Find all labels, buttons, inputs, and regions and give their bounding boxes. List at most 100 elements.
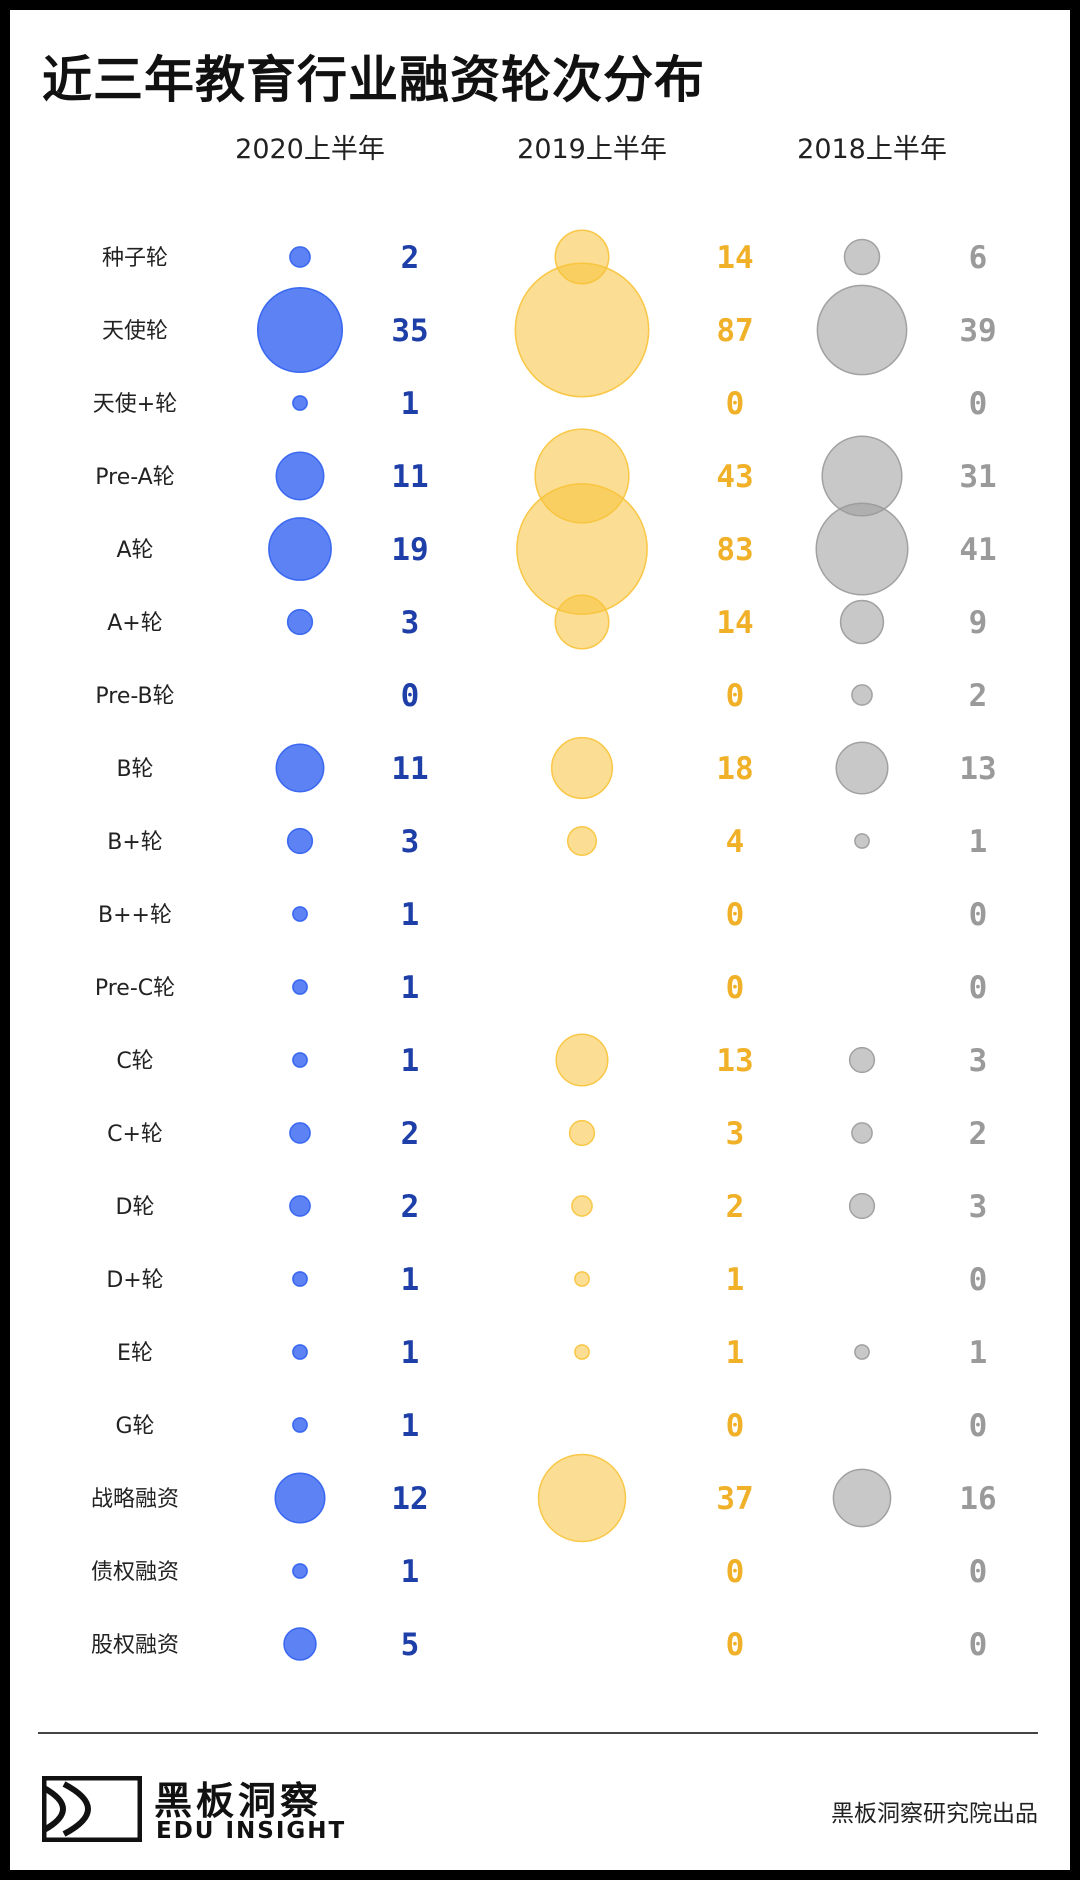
value-label: 0 [726,970,745,1006]
value-label: 3 [401,605,420,641]
value-label: 31 [959,459,996,495]
bubble-mark [275,743,325,793]
bubble-mark [550,736,614,800]
bubble-mark [566,825,598,857]
bubble-mark [815,502,909,596]
bubble-mark [555,1033,609,1087]
bubble-mark [851,1122,873,1144]
bubble-mark [816,284,908,376]
bubble-mark [835,741,889,795]
value-label: 11 [391,751,428,787]
bubble-mark [848,1192,876,1220]
value-label: 1 [726,1335,745,1371]
bubble-mark [292,395,308,411]
bubble-layer [256,229,909,1661]
value-label: 1 [969,824,988,860]
value-label: 41 [959,532,996,568]
value-label: 12 [391,1481,428,1517]
bubble-mark [832,1468,892,1528]
bubble-mark [554,594,610,650]
credit-text: 黑板洞察研究院出品 [831,1801,1038,1827]
value-label: 0 [969,1554,988,1590]
value-label: 1 [401,386,420,422]
value-label: 5 [401,1627,420,1663]
value-label: 1 [401,1408,420,1444]
value-label: 0 [726,386,745,422]
bubble-mark [256,286,344,374]
category-label: 债权融资 [91,1560,179,1585]
value-label: 2 [969,1116,988,1152]
value-label: 1 [401,897,420,933]
category-label: C+轮 [107,1122,163,1147]
value-label: 1 [401,1043,420,1079]
value-label: 0 [726,897,745,933]
logo-text-cn: 黑板洞察 [154,1779,323,1823]
value-label: 2 [401,1116,420,1152]
category-label: D轮 [116,1195,155,1220]
bubble-mark [286,608,314,636]
value-label: 1 [401,1262,420,1298]
bubble-mark [568,1119,596,1147]
value-label: 1 [401,1554,420,1590]
column-header-2: 2018上半年 [797,134,947,165]
value-label: 13 [959,751,996,787]
value-label: 1 [401,970,420,1006]
bubble-mark [283,1627,317,1661]
value-label: 3 [969,1043,988,1079]
bubble-mark [292,1271,308,1287]
column-header-0: 2020上半年 [235,134,385,165]
bubble-mark [292,1052,308,1068]
bubble-mark [275,451,325,501]
value-label: 0 [969,386,988,422]
bubble-mark [514,262,650,398]
category-label: 战略融资 [91,1487,179,1512]
value-label: 0 [969,970,988,1006]
bubble-mark [292,906,308,922]
bubble-mark [854,833,870,849]
brand-logo: 黑板洞察 EDU INSIGHT [42,1768,422,1848]
category-label: 天使轮 [102,319,168,344]
value-label: 87 [716,313,753,349]
bubble-mark [268,517,332,581]
value-label: 14 [716,605,753,641]
logo-text-en: EDU INSIGHT [156,1818,347,1844]
chart-title: 近三年教育行业融资轮次分布 [42,51,705,109]
category-label: 股权融资 [91,1633,179,1658]
category-label: A轮 [116,538,153,563]
category-label: 天使+轮 [93,392,177,417]
category-label: D+轮 [106,1268,163,1293]
bubble-mark [537,1453,627,1543]
value-label: 1 [726,1262,745,1298]
bubble-mark [289,1122,311,1144]
value-label: 0 [401,678,420,714]
value-label: 2 [401,240,420,276]
category-label: C轮 [116,1049,153,1074]
value-label: 0 [969,1627,988,1663]
bubble-mark [292,1344,308,1360]
value-label: 1 [969,1335,988,1371]
value-label: 0 [726,1554,745,1590]
bubble-mark [843,238,881,276]
bubble-mark [274,1472,326,1524]
value-label: 1 [401,1335,420,1371]
value-label: 13 [716,1043,753,1079]
category-label: Pre-B轮 [95,684,174,709]
value-label: 2 [969,678,988,714]
bubble-mark [839,599,885,645]
bubble-mark [574,1344,590,1360]
bubble-mark [289,246,311,268]
value-label: 0 [969,1262,988,1298]
value-label: 3 [401,824,420,860]
value-label: 6 [969,240,988,276]
value-label: 37 [716,1481,753,1517]
category-label: B++轮 [98,903,172,928]
value-label: 2 [726,1189,745,1225]
value-label: 0 [726,1627,745,1663]
bubble-mark [292,1563,308,1579]
bubble-mark [851,684,873,706]
bubble-mark [292,979,308,995]
footer-divider [38,1732,1038,1734]
value-label: 18 [716,751,753,787]
column-header-1: 2019上半年 [517,134,667,165]
value-label: 19 [391,532,428,568]
